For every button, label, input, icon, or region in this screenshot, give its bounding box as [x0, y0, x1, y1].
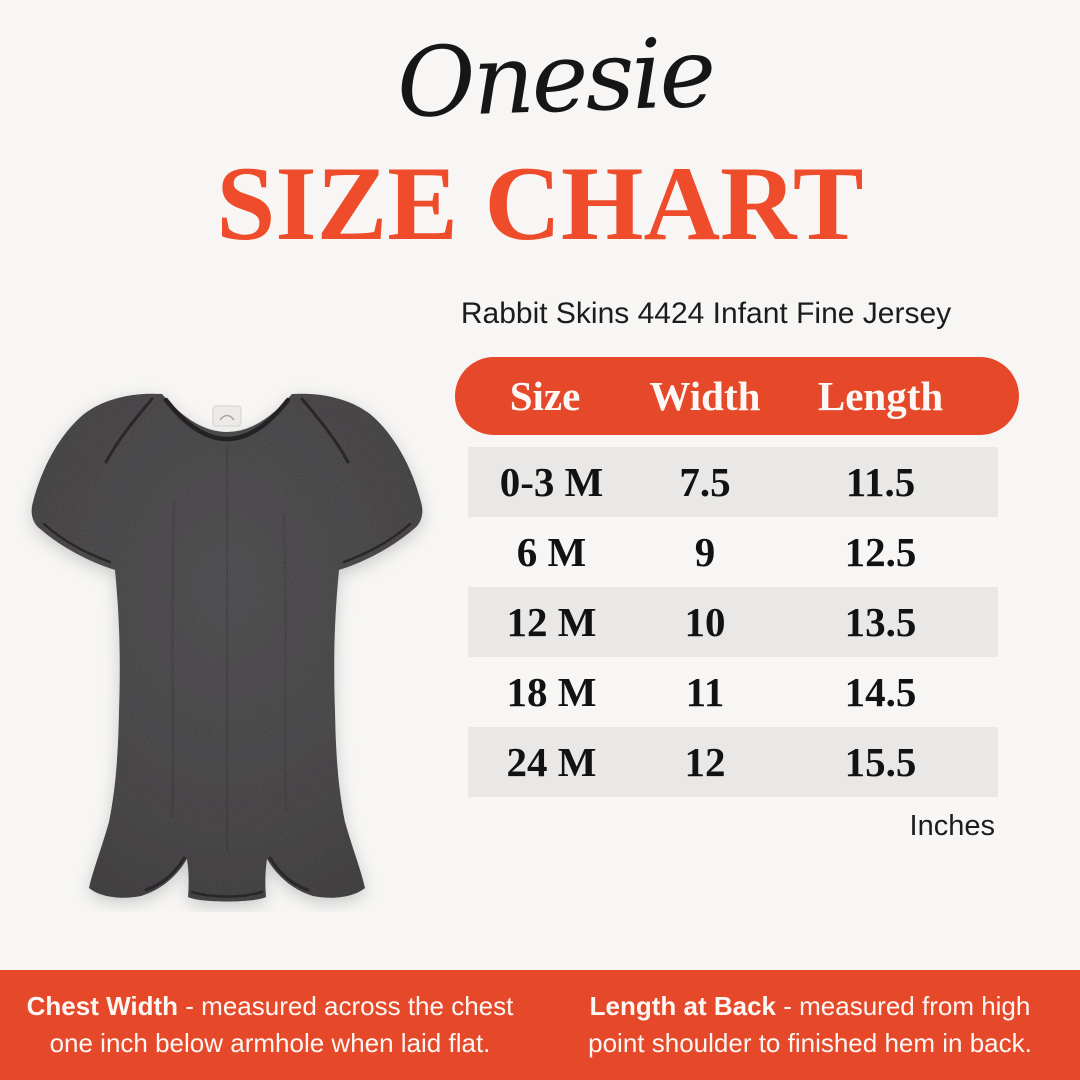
footer-note-length-at-back: Length at Back - measured from high poin… — [540, 970, 1080, 1080]
col-header-width: Width — [649, 373, 761, 419]
size-cell: 0-3 M — [499, 459, 604, 505]
note-term: Length at Back — [589, 991, 777, 1021]
length-cell: 14.5 — [844, 669, 917, 715]
width-cell: 7.5 — [679, 459, 731, 505]
size-cell: 6 M — [516, 529, 587, 575]
size-cell: 24 M — [506, 739, 597, 785]
size-cell: 12 M — [506, 599, 597, 645]
col-header-length: Length — [817, 373, 944, 419]
size-table-header: Size Width Length — [455, 357, 1019, 435]
script-title: Onesie — [395, 16, 715, 140]
product-subtitle: Rabbit Skins 4424 Infant Fine Jersey — [460, 297, 952, 330]
note-term: Chest Width — [26, 991, 179, 1021]
width-cell: 11 — [685, 669, 725, 715]
note-definition: - measured from high point shoulder to f… — [588, 991, 1032, 1058]
garment-seams — [42, 397, 412, 898]
col-header-size: Size — [509, 373, 581, 419]
length-cell: 12.5 — [844, 529, 917, 575]
width-cell: 10 — [684, 599, 726, 645]
length-cell: 15.5 — [844, 739, 917, 785]
table-row: 6 M 9 12.5 — [468, 517, 998, 587]
note-definition: - measured across the chest one inch bel… — [49, 991, 514, 1058]
width-cell: 12 — [684, 739, 726, 785]
neck-tag — [212, 405, 242, 427]
size-table: Size Width Length 0-3 M 7.5 11.5 6 M 9 1… — [455, 357, 1019, 797]
size-table-body: 0-3 M 7.5 11.5 6 M 9 12.5 12 M 10 13.5 1… — [468, 447, 998, 797]
footer-note-text: Length at Back - measured from high poin… — [558, 988, 1062, 1062]
footer-note-chest-width: Chest Width - measured across the chest … — [0, 970, 540, 1080]
size-cell: 18 M — [506, 669, 597, 715]
table-row: 12 M 10 13.5 — [468, 587, 998, 657]
table-row: 18 M 11 14.5 — [468, 657, 998, 727]
footer-bar: Chest Width - measured across the chest … — [0, 970, 1080, 1080]
length-cell: 11.5 — [845, 459, 916, 505]
length-cell: 13.5 — [844, 599, 917, 645]
onesie-illustration — [31, 393, 423, 902]
footer-note-text: Chest Width - measured across the chest … — [18, 988, 522, 1062]
table-row: 0-3 M 7.5 11.5 — [468, 447, 998, 517]
page-title: SIZE CHART — [216, 145, 864, 262]
width-cell: 9 — [694, 529, 716, 575]
units-label: Inches — [909, 810, 995, 842]
table-row: 24 M 12 15.5 — [468, 727, 998, 797]
onesie-product-photo — [2, 352, 452, 912]
